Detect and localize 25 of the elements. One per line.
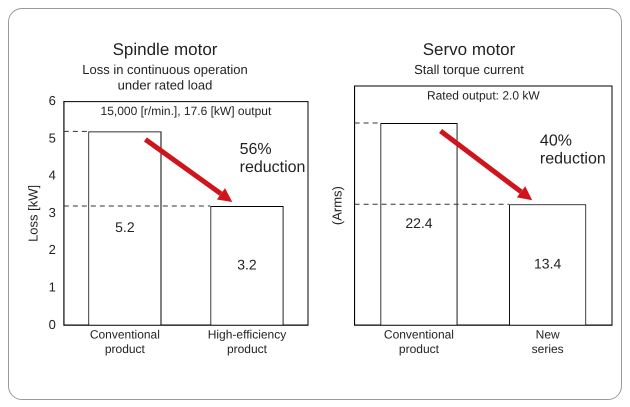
chart-title: Servo motor — [422, 40, 516, 59]
y-axis-title: Loss [kW] — [25, 184, 40, 242]
annotation: 15,000 [r/min.], 17.6 [kW] output — [100, 104, 272, 118]
y-tick-label: 2 — [48, 242, 56, 258]
data-label: 13.4 — [534, 256, 562, 272]
y-tick-label: 6 — [48, 93, 56, 108]
y-tick-label: 1 — [48, 280, 56, 295]
x-tick-label: Conventional product — [90, 328, 160, 356]
y-axis-title: (Arms) — [329, 186, 344, 226]
chart-subtitle: Stall torque current — [414, 62, 524, 77]
y-tick-label: 3 — [48, 204, 56, 220]
annotation: Rated output: 2.0 kW — [426, 88, 540, 102]
x-tick-label: New series — [532, 328, 564, 356]
chart-subtitle: Loss in continuous operation under rated load — [82, 62, 248, 92]
data-label: 22.4 — [405, 214, 433, 231]
annotation: 40% reduction — [540, 132, 606, 168]
y-tick-label: 0 — [48, 316, 56, 332]
y-tick-label: 5 — [48, 130, 56, 146]
data-label: 3.2 — [237, 256, 257, 272]
x-tick-label: Conventional product — [384, 328, 454, 356]
chart-title: Spindle motor — [112, 40, 218, 59]
y-tick-label: 4 — [48, 168, 56, 183]
annotation: 56% reduction — [240, 140, 306, 176]
x-tick-label: High-efficiency product — [208, 328, 286, 356]
data-label: 5.2 — [115, 219, 135, 236]
